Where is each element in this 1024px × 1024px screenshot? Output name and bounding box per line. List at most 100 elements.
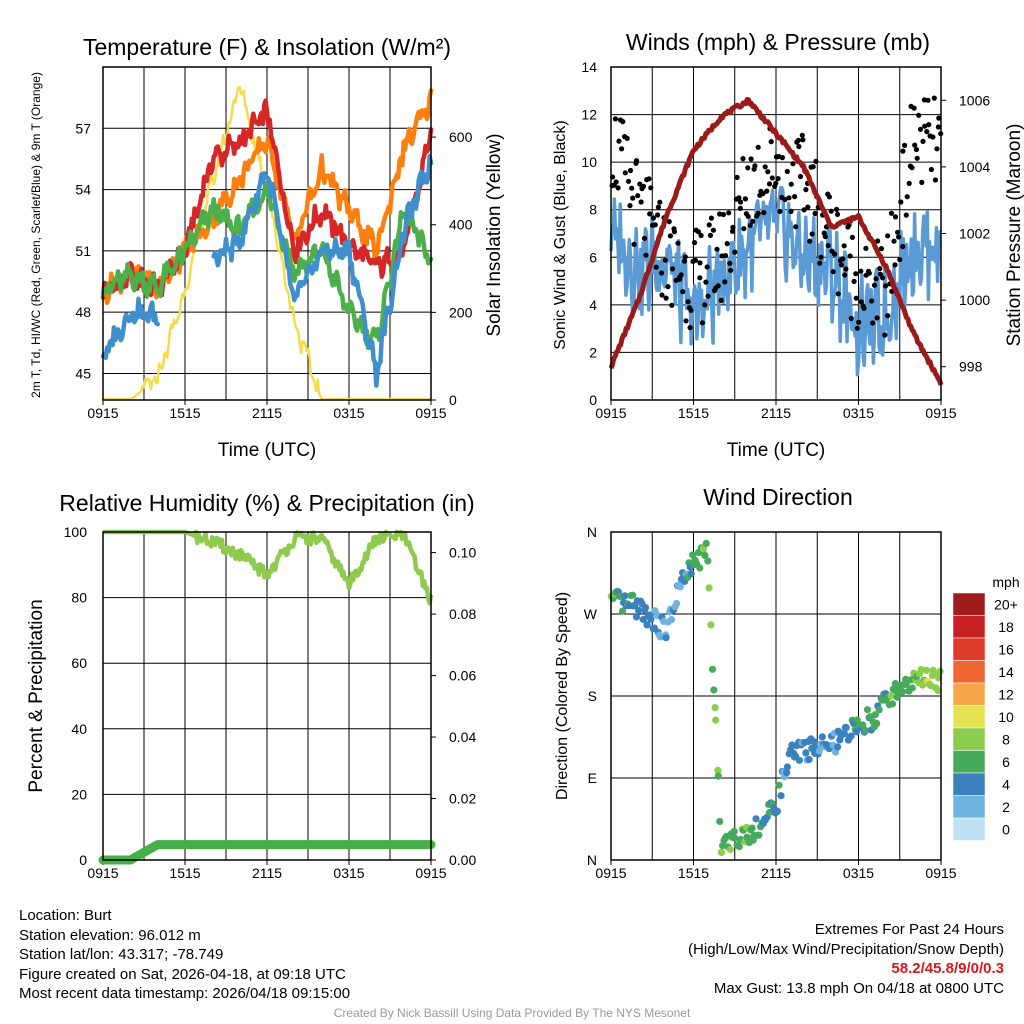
gust-point [924,129,930,135]
gust-point [870,320,876,326]
gust-point [769,175,775,181]
gust-point [853,295,859,301]
colorbar-swatch [952,727,986,751]
gust-point [737,205,743,211]
direction-point [810,738,818,746]
gust-point [932,177,939,183]
gust-point [761,210,767,216]
y-tick-label-right: 0.04 [449,729,476,745]
gust-point [727,260,733,266]
chart-title: Winds (mph) & Pressure (mb) [626,29,930,55]
gust-point [892,214,899,220]
gust-point [796,143,802,150]
gust-point [858,299,864,305]
gust-point [782,196,788,203]
gust-point [877,265,883,272]
gust-point [677,276,683,282]
chart-title: Temperature (F) & Insolation (W/m²) [83,34,451,60]
y-tick-label-right: 0.10 [449,545,476,561]
direction-point [847,732,855,740]
y-tick-label-left: 80 [71,590,87,606]
direction-point [639,615,647,624]
gust-point [795,137,802,143]
gust-point [766,181,773,187]
gust-point [638,199,644,205]
y-tick-label-left: 2 [589,344,597,360]
direction-point [710,686,718,694]
y-tick-label-left: E [588,770,597,786]
y-tick-label-right: 600 [449,129,473,145]
gust-point [663,295,669,301]
gust-point [874,315,880,321]
y-tick-label-right: 1002 [959,226,990,242]
direction-point [687,570,695,578]
direction-point [815,747,824,755]
direction-point [711,704,719,712]
gust-point [866,270,872,276]
x-axis-label: Time (UTC) [727,440,826,461]
y-tick-label-right: 400 [449,217,473,233]
gust-point [817,260,823,266]
gust-point [903,212,909,218]
gust-point [869,298,875,304]
gust-point [838,262,845,268]
direction-point [934,686,942,695]
gust-point [841,243,847,249]
y-tick-label-right: 1004 [959,159,990,175]
gust-point [629,185,635,191]
direction-point [899,688,907,696]
gust-point [792,194,798,200]
x-tick-label: 0315 [333,865,364,881]
extremes-header: Extremes For Past 24 Hours [814,921,1004,938]
gust-point [930,134,936,140]
gust-point [800,137,806,143]
gust-point [788,208,794,214]
x-tick-label: 0915 [87,865,118,881]
gust-point [914,155,920,161]
colorbar-swatch [952,705,986,729]
gust-point [928,166,935,173]
direction-point [712,716,720,724]
direction-point [755,831,763,839]
gust-point [706,222,712,228]
y-tick-label-left: 8 [589,202,597,218]
colorbar-swatch [952,772,986,796]
gust-point [613,179,619,185]
gust-point [892,262,898,268]
direction-point [795,756,804,764]
direction-point [863,706,872,714]
y-axis-label-right: Station Pressure (Maroon) [1004,124,1024,347]
gust-point [911,105,917,111]
gust-point [900,148,906,154]
figure-created: Figure created on Sat, 2026-04-18, at 09… [19,965,346,983]
direction-point [908,684,916,692]
credit-line: Created By Nick Bassill Using Data Provi… [333,1006,691,1020]
direction-point [704,557,712,565]
series-line [100,153,434,388]
colorbar-tick-label: 2 [1002,799,1010,815]
gust-point [625,178,632,184]
y-tick-label-left: N [587,524,597,540]
gust-point [685,299,691,305]
gust-point [830,269,836,275]
gust-point [885,313,891,319]
y-tick-label-right: 0.08 [449,606,476,622]
gust-point [707,232,714,238]
direction-point [752,815,760,823]
gust-point [665,284,671,290]
direction-point [853,716,861,724]
gust-point [704,264,710,270]
gust-point [635,193,641,199]
gust-point [710,227,717,233]
gust-point [788,181,794,187]
gust-point [655,204,662,210]
y-tick-label-left: 51 [75,243,91,259]
colorbar-swatch [952,750,986,774]
gust-point [847,253,853,259]
direction-point [783,763,792,771]
gust-point [669,266,676,272]
gust-point [748,156,754,162]
max-gust: Max Gust: 13.8 mph On 04/18 at 0800 UTC [713,979,1004,997]
direction-point [730,827,738,836]
colorbar-tick-label: 14 [998,664,1014,680]
